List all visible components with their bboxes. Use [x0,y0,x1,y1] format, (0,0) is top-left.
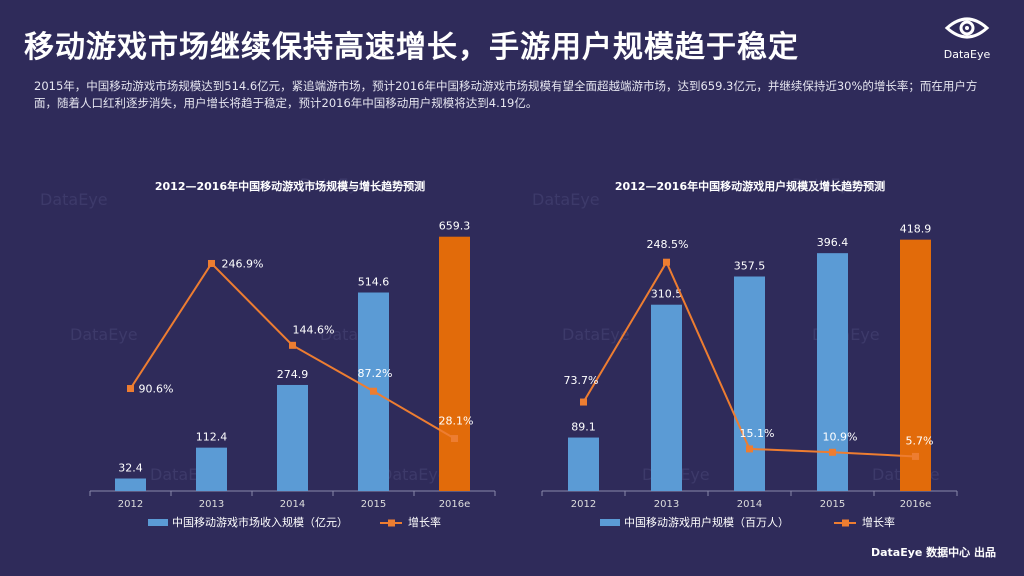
x-tick-label: 2013 [199,499,224,510]
description: 2015年，中国移动游戏市场规模达到514.6亿元，紧追端游市场，预计2016年… [34,79,978,110]
growth-point [370,387,377,395]
growth-point [829,448,836,456]
legend-bar-label: 中国移动游戏市场收入规模（亿元） [172,515,348,529]
growth-point [208,259,215,267]
growth-value-label: 246.9% [222,257,264,270]
growth-point [289,341,296,349]
legend-bar-swatch [148,519,168,526]
growth-value-label: 144.6% [293,323,335,336]
bar-value-label: 310.5 [651,288,683,301]
bar [115,478,146,491]
page-title: 移动游戏市场继续保持高速增长，手游用户规模趋于稳定 [24,30,799,65]
bar-value-label: 32.4 [118,462,143,475]
logo-text: DataEye [943,48,991,61]
watermark: DataEye [40,190,108,209]
legend-line-marker [388,519,395,527]
chart-title: 2012—2016年中国移动游戏用户规模及增长趋势预测 [615,179,885,193]
user-scale-chart: DataEyeDataEyeDataEyeDataEyeDataEyeDataE… [532,175,958,529]
growth-point [912,452,919,460]
watermark: DataEye [70,325,138,344]
bar [196,447,227,491]
growth-point [580,398,587,406]
growth-value-label: 87.2% [358,367,393,380]
legend-bar-label: 中国移动游戏用户规模（百万人） [624,515,789,529]
x-tick-label: 2016e [439,499,471,510]
growth-value-label: 5.7% [906,434,934,447]
x-tick-label: 2015 [820,499,845,510]
logo: DataEye [932,14,1002,61]
bar-value-label: 357.5 [734,260,766,273]
growth-value-label: 10.9% [823,430,858,443]
footer-credit: DataEye 数据中心 出品 [870,546,996,559]
bar [900,239,931,491]
growth-value-label: 90.6% [139,383,174,396]
growth-point [451,435,458,443]
growth-value-label: 28.1% [439,415,474,428]
growth-value-label: 73.7% [564,374,599,387]
x-tick-label: 2012 [571,499,596,510]
legend-line-label: 增长率 [862,515,895,529]
watermark: DataEye [300,175,368,194]
bar-value-label: 274.9 [277,368,309,381]
bar [734,276,765,491]
x-tick-label: 2014 [280,499,305,510]
bar [439,236,470,491]
x-tick-label: 2012 [118,499,143,510]
x-tick-label: 2014 [737,499,762,510]
bar-value-label: 418.9 [900,223,932,236]
chart-title: 2012—2016年中国移动游戏市场规模与增长趋势预测 [155,179,425,193]
legend-line-marker [842,519,849,527]
bar-value-label: 514.6 [358,276,390,289]
bar-value-label: 659.3 [439,220,471,233]
growth-point [663,258,670,266]
legend-line-label: 增长率 [408,515,441,529]
bar-value-label: 396.4 [817,236,849,249]
watermark: DataEye [380,465,448,484]
watermark: DataEye [532,190,600,209]
growth-point [127,385,134,393]
growth-point [746,445,753,453]
growth-value-label: 248.5% [647,238,689,251]
legend-bar-swatch [600,519,620,526]
x-tick-label: 2016e [900,499,932,510]
bar [651,304,682,491]
eye-logo-icon [944,17,990,39]
bar [277,384,308,491]
bar [568,437,599,491]
watermark: DataEye [562,325,630,344]
growth-value-label: 15.1% [740,427,775,440]
x-tick-label: 2015 [361,499,386,510]
bar-value-label: 89.1 [571,421,596,434]
watermark: DataEye [792,175,860,194]
bar-value-label: 112.4 [196,431,228,444]
x-tick-label: 2013 [654,499,679,510]
